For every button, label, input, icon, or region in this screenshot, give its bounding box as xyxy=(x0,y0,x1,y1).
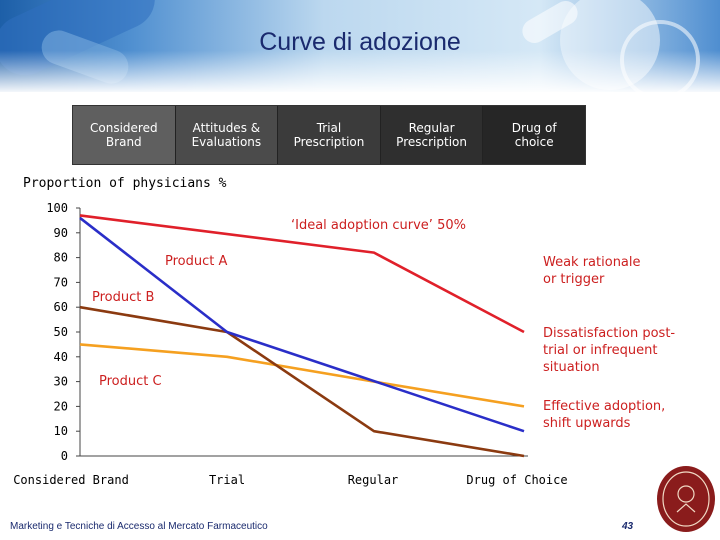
y-tick-label: 50 xyxy=(54,325,68,339)
annotation-label: Weak rationale or trigger xyxy=(543,255,641,287)
stage-regular-prescription: Regular Prescription xyxy=(380,106,484,164)
series-line xyxy=(79,216,525,433)
y-tick-label: 0 xyxy=(61,449,68,463)
y-tick-label: 70 xyxy=(54,275,68,289)
series-line xyxy=(79,214,525,334)
y-tick-label: 100 xyxy=(46,201,68,215)
stage-trial-prescription: Trial Prescription xyxy=(278,106,381,164)
annotation-label: Product C xyxy=(99,374,162,389)
y-tick-label: 90 xyxy=(54,226,68,240)
university-seal-icon xyxy=(657,466,715,532)
chart-title: Proportion of physicians % xyxy=(23,176,227,191)
x-tick-label: Drug of Choice xyxy=(466,473,567,487)
x-tick-label: Considered Brand xyxy=(13,473,129,487)
stage-attitudes-evaluations: Attitudes & Evaluations xyxy=(175,106,279,164)
slide-title: Curve di adozione xyxy=(259,28,461,56)
header-banner xyxy=(0,0,720,92)
banner-fade xyxy=(0,0,720,92)
footer-text: Marketing e Tecniche di Accesso al Merca… xyxy=(10,521,268,532)
x-tick-label: Trial xyxy=(209,473,245,487)
series-line xyxy=(79,305,525,458)
adoption-stages: Considered Brand Attitudes & Evaluations… xyxy=(72,105,586,165)
y-tick-label: 30 xyxy=(54,375,68,389)
annotation-label: Effective adoption, shift upwards xyxy=(543,399,665,431)
annotation-label: Product A xyxy=(165,254,227,269)
y-tick-label: 40 xyxy=(54,350,68,364)
y-tick-label: 20 xyxy=(54,399,68,413)
y-tick-label: 80 xyxy=(54,251,68,265)
x-tick-label: Regular xyxy=(348,473,399,487)
stage-drug-of-choice: Drug of choice xyxy=(483,106,585,164)
annotation-label: Product B xyxy=(92,290,154,305)
y-tick-label: 60 xyxy=(54,300,68,314)
annotation-label: Dissatisfaction post-trial or infrequent… xyxy=(543,326,675,375)
series-line xyxy=(79,343,525,408)
stage-considered-brand: Considered Brand xyxy=(73,106,176,164)
page-number: 43 xyxy=(622,521,634,532)
annotation-label: ‘Ideal adoption curve’ 50% xyxy=(291,218,466,233)
y-tick-label: 10 xyxy=(54,424,68,438)
